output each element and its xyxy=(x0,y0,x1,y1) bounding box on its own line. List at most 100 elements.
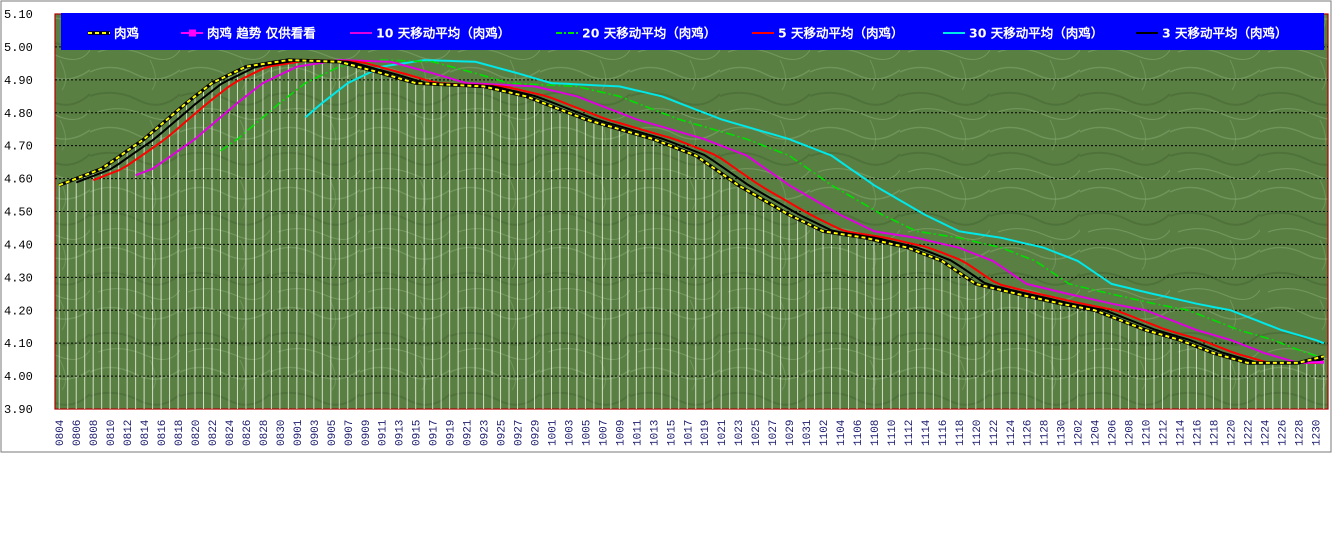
x-tick-label: 0907 xyxy=(344,420,356,446)
legend-box xyxy=(61,13,1324,50)
y-tick-label: 4.90 xyxy=(4,74,33,88)
price-bar xyxy=(500,90,502,409)
x-tick-label: 1102 xyxy=(819,420,831,446)
price-bar xyxy=(1094,310,1096,409)
x-tick-label: 0913 xyxy=(395,420,407,446)
price-bar xyxy=(1170,337,1172,409)
x-tick-label: 0903 xyxy=(310,420,322,446)
x-tick-label: 1202 xyxy=(1074,420,1086,446)
x-tick-label: 1212 xyxy=(1159,420,1171,446)
y-tick-label: 4.40 xyxy=(4,238,33,252)
price-bar xyxy=(856,236,858,409)
price-bar xyxy=(1000,290,1002,409)
x-tick-label: 1009 xyxy=(615,420,627,446)
price-bar xyxy=(118,156,120,409)
price-line xyxy=(58,59,1325,364)
price-bar xyxy=(245,66,247,410)
x-tick-label: 1019 xyxy=(700,420,712,446)
line-series xyxy=(58,58,1325,365)
price-bar xyxy=(1111,316,1113,409)
price-bar xyxy=(1145,330,1147,409)
price-bar xyxy=(279,61,281,410)
x-tick-label: 0915 xyxy=(412,420,424,446)
price-bar xyxy=(644,136,646,410)
x-tick-label: 1025 xyxy=(751,420,763,446)
price-bar xyxy=(941,260,943,409)
x-tick-label: 1013 xyxy=(649,420,661,446)
price-bar xyxy=(610,126,612,409)
price-bar xyxy=(1051,301,1053,409)
price-bar xyxy=(92,172,94,409)
x-tick-label: 0808 xyxy=(89,420,101,446)
price-bar xyxy=(881,241,883,409)
legend-label: 肉鸡 趋势 仅供看看 xyxy=(207,26,316,41)
price-bar xyxy=(287,60,289,409)
price-bar xyxy=(152,131,154,409)
x-tick-label: 1128 xyxy=(1040,420,1052,446)
price-bar xyxy=(848,235,850,409)
price-bar xyxy=(822,231,824,409)
x-tick-label: 0824 xyxy=(225,419,237,446)
x-tick-label: 1222 xyxy=(1243,420,1255,446)
price-bar xyxy=(1263,362,1265,409)
price-bar xyxy=(1060,303,1062,409)
x-tick-label: 1204 xyxy=(1091,419,1103,446)
price-bar xyxy=(1153,332,1155,409)
price-bar xyxy=(652,139,654,410)
x-tick-label: 0901 xyxy=(293,419,305,446)
price-bar xyxy=(831,232,833,409)
x-tick-label: 0806 xyxy=(72,420,84,446)
x-tick-label: 0820 xyxy=(191,420,203,446)
price-bar xyxy=(1119,320,1121,409)
price-bar xyxy=(177,110,179,409)
y-tick-label: 4.20 xyxy=(4,304,33,318)
price-bar xyxy=(236,70,238,409)
x-tick-label: 0921 xyxy=(463,419,475,446)
price-bar xyxy=(160,124,162,409)
x-tick-label: 1228 xyxy=(1294,420,1306,446)
price-bar xyxy=(898,245,900,409)
price-bar xyxy=(1102,313,1104,409)
price-bar xyxy=(1323,356,1325,409)
price-bar xyxy=(355,66,357,410)
price-bar xyxy=(915,251,917,409)
price-bar xyxy=(550,106,552,410)
price-bar xyxy=(686,152,688,409)
x-tick-label: 1005 xyxy=(581,420,593,446)
price-bar xyxy=(593,121,595,409)
price-bar xyxy=(1077,306,1079,409)
price-bar xyxy=(321,61,323,410)
price-bar xyxy=(627,131,629,410)
price-bar xyxy=(754,195,756,409)
ma-line xyxy=(304,59,1325,345)
price-bar xyxy=(1297,362,1299,409)
price-bar xyxy=(780,209,782,409)
price-bar xyxy=(1246,362,1248,409)
price-bar xyxy=(203,89,205,409)
y-tick-label: 4.00 xyxy=(4,370,33,384)
price-bar xyxy=(228,74,230,409)
bar-series xyxy=(58,60,1325,410)
price-bar xyxy=(576,116,578,410)
legend: 肉鸡 肉鸡 趋势 仅供看看 10 天移动平均（肉鸡） 20 天移动平均（肉鸡） 5 天移… xyxy=(61,13,1324,50)
x-tick-label: 1216 xyxy=(1192,420,1204,446)
x-tick-label: 0818 xyxy=(174,420,186,446)
price-bar xyxy=(1238,360,1240,409)
x-tick-label: 0810 xyxy=(106,420,118,446)
price-bar xyxy=(1034,297,1036,409)
x-tick-label: 1029 xyxy=(785,420,797,446)
price-bar xyxy=(1229,357,1231,409)
x-tick-label: 1003 xyxy=(564,420,576,446)
x-tick-label: 1106 xyxy=(853,420,865,446)
x-tick-label: 0828 xyxy=(259,420,271,446)
price-bar xyxy=(1255,362,1257,409)
price-bar xyxy=(567,112,569,409)
price-bar xyxy=(805,223,807,409)
price-bar xyxy=(398,78,400,409)
x-tick-label: 0929 xyxy=(530,420,542,446)
price-bar xyxy=(873,239,875,409)
price-bar xyxy=(1017,294,1019,409)
price-bar xyxy=(270,62,272,409)
x-tick-label: 1114 xyxy=(921,419,933,446)
price-bar xyxy=(949,266,951,409)
